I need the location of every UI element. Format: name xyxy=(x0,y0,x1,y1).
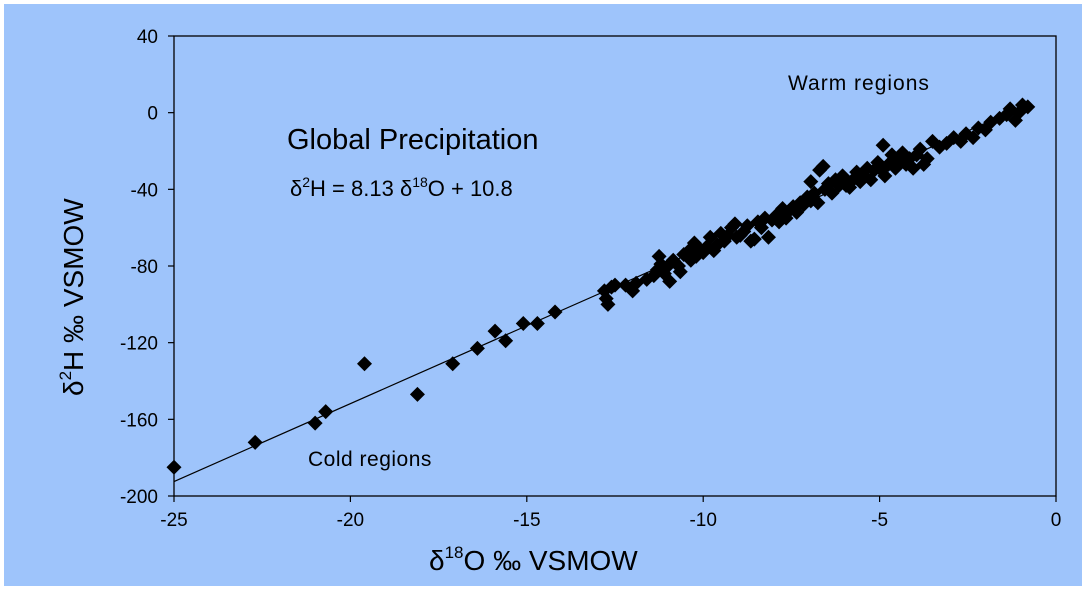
data-point xyxy=(810,195,826,211)
data-point xyxy=(746,231,762,247)
x-tick-label: -20 xyxy=(337,510,364,531)
data-point xyxy=(727,216,743,232)
axis-ticks: -25 -20 -15 -10 -5 0 40 0 -40 -80 -120 -160 -200 xyxy=(120,27,1061,531)
y-tick-label: 40 xyxy=(137,27,158,48)
data-point xyxy=(919,151,935,167)
x-tick-label: -5 xyxy=(871,510,888,531)
data-point xyxy=(803,174,819,190)
chart-title: Global Precipitation xyxy=(287,124,538,156)
y-tick-label: -40 xyxy=(131,180,158,201)
data-point xyxy=(357,356,373,372)
data-point xyxy=(409,386,425,402)
data-point xyxy=(1011,105,1027,121)
data-point xyxy=(547,304,563,320)
data-point xyxy=(515,316,531,331)
y-tick-label: -120 xyxy=(120,334,158,355)
data-point xyxy=(487,323,503,339)
data-point xyxy=(760,229,776,245)
y-axis-label: δ2H ‰ VSMOW xyxy=(56,198,89,396)
plot-area xyxy=(173,35,1057,497)
data-point xyxy=(529,316,545,331)
chart-frame: -25 -20 -15 -10 -5 0 40 0 -40 -80 -120 -160 -200 Glo… xyxy=(4,4,1082,586)
data-point xyxy=(307,415,323,431)
regression-equation: δ2H = 8.13 δ18O + 10.8 xyxy=(290,174,513,201)
data-point xyxy=(877,168,893,184)
annotation-warm-regions: Warm regions xyxy=(788,72,930,95)
y-tick-label: -160 xyxy=(120,410,158,431)
x-tick-label: 0 xyxy=(1051,510,1062,531)
x-tick-label: -10 xyxy=(689,510,716,531)
data-point xyxy=(875,137,891,153)
data-point xyxy=(318,404,334,420)
x-tick-label: -25 xyxy=(160,510,187,531)
data-point xyxy=(1020,99,1036,115)
data-point xyxy=(469,340,485,356)
data-points xyxy=(166,97,1036,475)
y-tick-label: -200 xyxy=(120,487,158,508)
data-point xyxy=(600,296,616,312)
annotation-cold-regions: Cold regions xyxy=(308,448,432,471)
y-tick-label: -80 xyxy=(131,257,158,278)
data-point xyxy=(445,356,461,372)
y-tick-label: 0 xyxy=(147,104,158,125)
data-point xyxy=(247,434,263,450)
scatter-chart: -25 -20 -15 -10 -5 0 40 0 -40 -80 -120 -160 -200 Glo… xyxy=(4,4,1082,586)
data-point xyxy=(662,273,678,289)
data-point xyxy=(815,158,831,174)
data-point xyxy=(912,141,928,157)
data-point xyxy=(672,264,688,280)
data-point xyxy=(166,459,182,475)
x-tick-label: -15 xyxy=(513,510,540,531)
data-point xyxy=(498,333,514,349)
data-point xyxy=(607,277,623,293)
x-axis-label: δ18O ‰ VSMOW xyxy=(429,543,638,576)
